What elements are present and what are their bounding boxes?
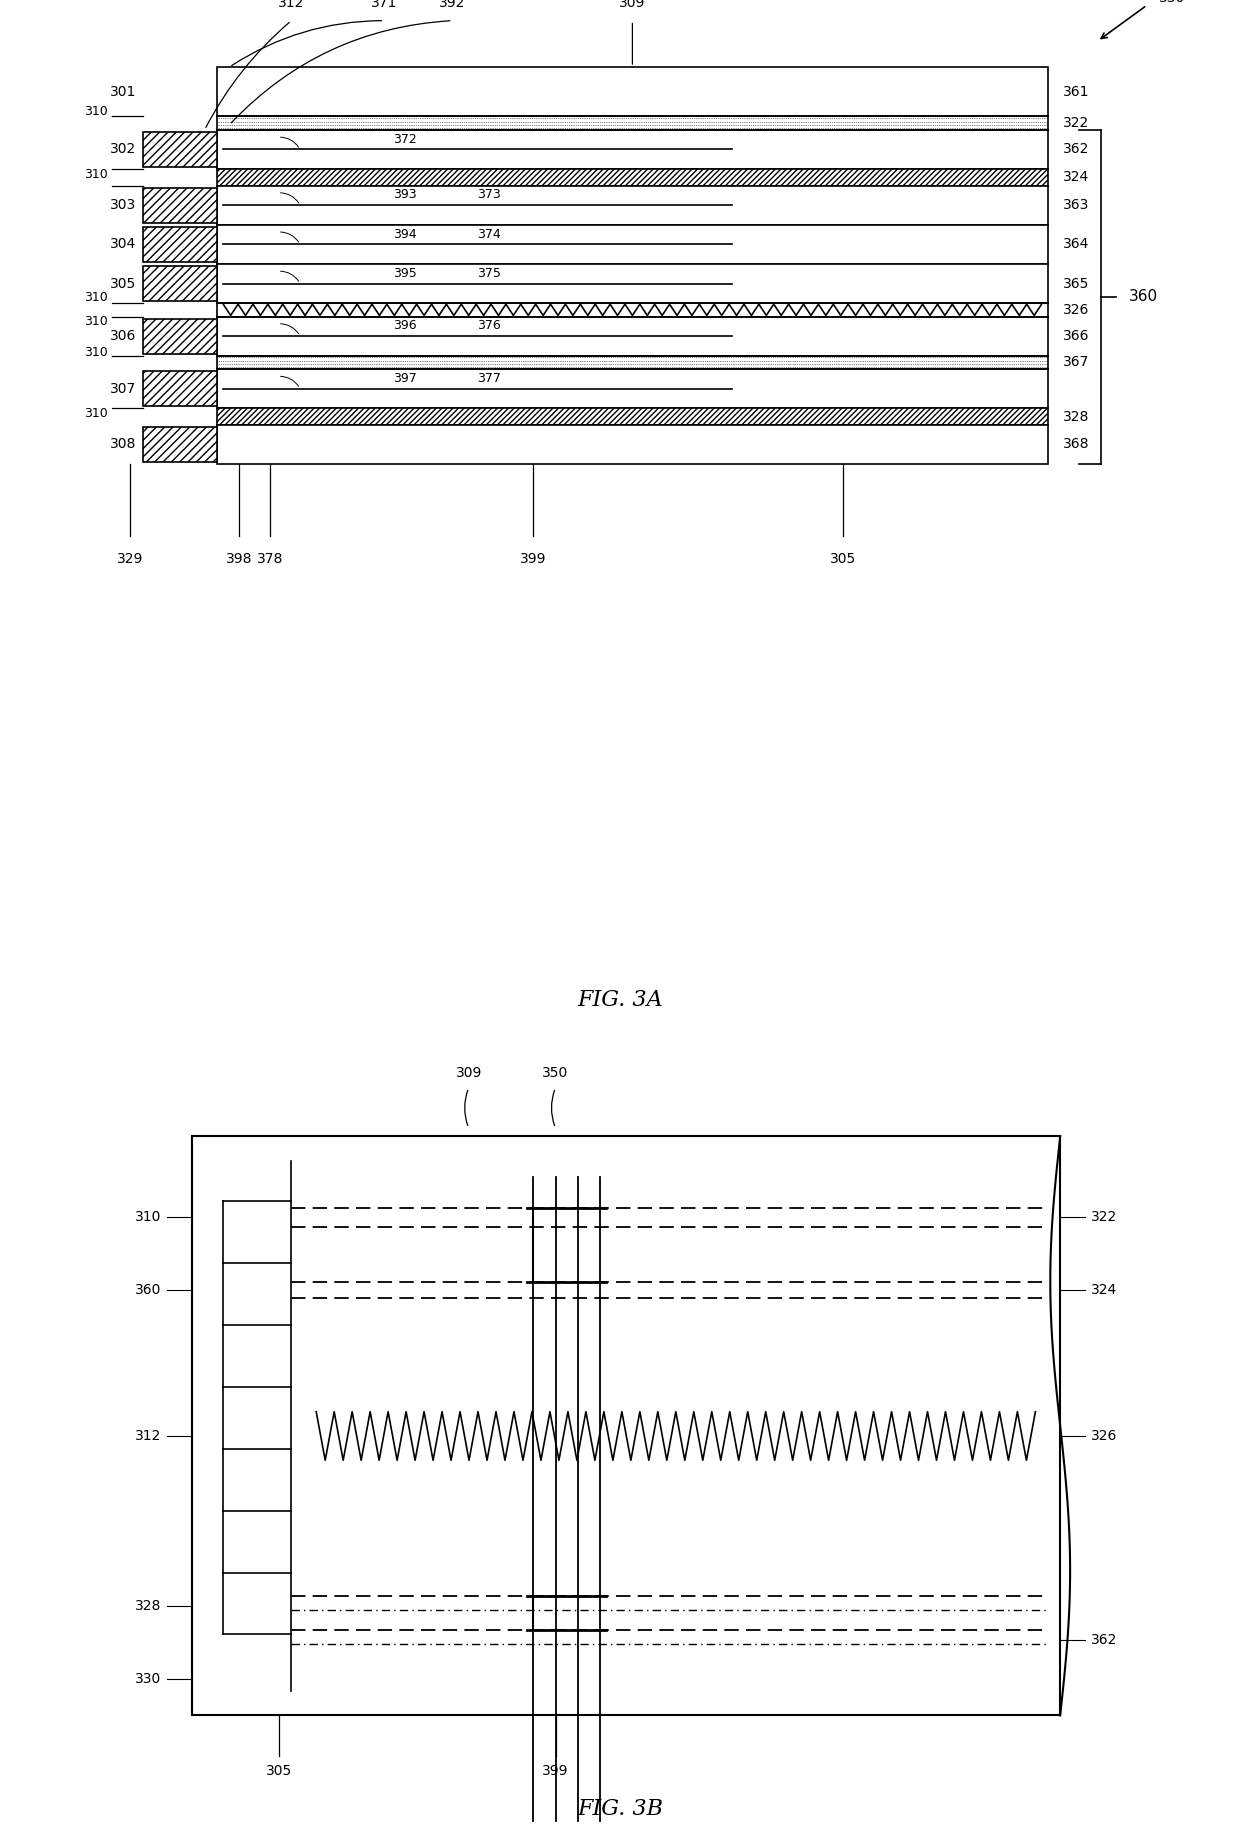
Text: 310: 310 [135,1210,161,1224]
Text: 397: 397 [393,372,418,385]
Text: 395: 395 [393,267,418,280]
Text: 328: 328 [1063,409,1089,423]
Text: 360: 360 [1128,289,1157,304]
Text: 310: 310 [84,105,108,118]
Text: 399: 399 [542,1764,569,1778]
Text: 328: 328 [135,1600,161,1613]
Text: 305: 305 [830,552,857,565]
Text: 310: 310 [84,407,108,420]
Text: 326: 326 [1091,1429,1117,1443]
Text: 364: 364 [1063,237,1089,252]
Text: 371: 371 [371,0,398,11]
Text: 326: 326 [1063,302,1089,317]
Text: 374: 374 [476,228,501,241]
Text: 303: 303 [110,199,136,212]
Text: 394: 394 [393,228,417,241]
Text: 362: 362 [1063,142,1089,156]
Text: 363: 363 [1063,199,1089,212]
Text: 365: 365 [1063,276,1089,291]
Bar [217,263,1048,304]
Text: 307: 307 [110,381,136,396]
Text: 362: 362 [1091,1633,1117,1648]
Text: 310: 310 [84,168,108,180]
Text: 378: 378 [257,552,284,565]
Text: 324: 324 [1063,171,1089,184]
Text: 366: 366 [1063,330,1089,342]
Bar [217,225,1048,263]
Text: 377: 377 [476,372,501,385]
Text: 392: 392 [439,0,466,11]
Text: 324: 324 [1091,1283,1117,1298]
Text: 376: 376 [476,318,501,331]
Text: FIG. 3A: FIG. 3A [577,989,663,1011]
Bar [192,1136,1060,1716]
Text: 305: 305 [110,276,136,291]
Bar [143,427,217,462]
Text: 302: 302 [110,142,136,156]
Text: 396: 396 [393,318,417,331]
Text: 368: 368 [1063,438,1089,451]
Text: 373: 373 [476,188,501,201]
Bar [217,317,1048,355]
Text: 393: 393 [393,188,417,201]
Bar [217,409,1048,425]
Text: 375: 375 [476,267,501,280]
Text: 308: 308 [110,438,136,451]
Text: 399: 399 [520,552,547,565]
Text: 312: 312 [135,1429,161,1443]
Bar [217,186,1048,225]
Bar [143,318,217,353]
Text: 304: 304 [110,237,136,252]
Bar [217,131,1048,169]
Text: FIG. 3B: FIG. 3B [577,1797,663,1819]
Text: 330: 330 [135,1672,161,1686]
Bar [143,133,217,168]
Bar [217,169,1048,186]
Text: 310: 310 [84,315,108,328]
Text: 309: 309 [455,1066,482,1079]
Text: 312: 312 [278,0,305,11]
Text: 322: 322 [1091,1210,1117,1224]
Text: 309: 309 [619,0,646,11]
Text: 361: 361 [1063,85,1089,99]
Bar [217,425,1048,464]
Text: 398: 398 [226,552,253,565]
Text: 322: 322 [1063,116,1089,131]
Text: 360: 360 [135,1283,161,1298]
Text: 310: 310 [84,291,108,304]
Text: 305: 305 [265,1764,293,1778]
Text: 367: 367 [1063,355,1089,370]
Bar [143,265,217,302]
Text: 372: 372 [393,133,418,145]
Bar [143,226,217,261]
Bar [217,368,1048,409]
Bar [143,188,217,223]
Bar [217,66,1048,116]
Text: 329: 329 [117,552,144,565]
Text: 350: 350 [542,1066,569,1079]
Text: 310: 310 [84,346,108,359]
Text: 330: 330 [1159,0,1185,6]
Text: 301: 301 [110,85,136,99]
Bar [143,372,217,407]
Text: 306: 306 [110,330,136,342]
